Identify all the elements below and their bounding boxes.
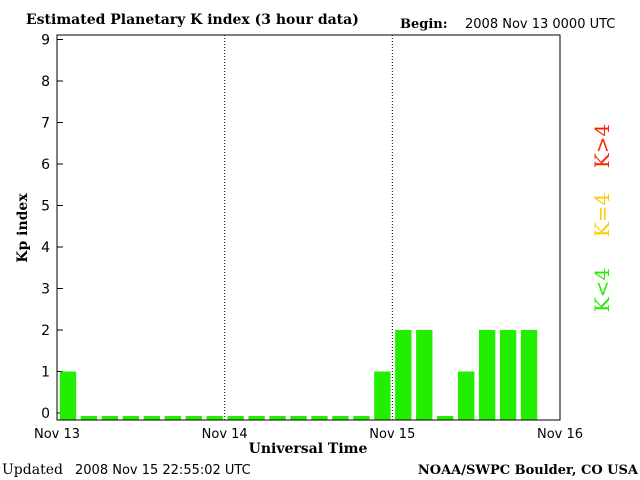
- x-tick-label: Nov 13: [34, 427, 80, 442]
- kp-bar: [416, 330, 433, 420]
- y-axis-ticks: 0 1 2 3 4 5 6 7 8 9: [41, 33, 63, 422]
- begin-label: Begin:: [400, 17, 448, 32]
- kp-bar: [248, 416, 265, 420]
- kp-bar: [353, 416, 370, 420]
- credit-text: NOAA/SWPC Boulder, CO USA: [418, 463, 639, 478]
- y-tick-label: 3: [41, 282, 50, 298]
- kp-bar: [520, 330, 538, 420]
- updated-label: Updated: [2, 462, 63, 478]
- kp-bar: [164, 416, 181, 420]
- kp-bar: [185, 416, 202, 420]
- kp-bar: [374, 371, 391, 420]
- kp-bar: [437, 416, 454, 420]
- y-tick-label: 6: [41, 157, 50, 173]
- updated-value: 2008 Nov 15 22:55:02 UTC: [75, 463, 251, 478]
- kp-bar: [395, 330, 412, 420]
- kp-bar: [311, 416, 328, 420]
- kp-bar: [59, 371, 77, 420]
- kp-bars: [59, 330, 538, 420]
- kp-bar: [332, 416, 349, 420]
- x-tick-label: Nov 14: [202, 427, 248, 442]
- day-separators: [224, 35, 393, 420]
- y-tick-label: 5: [41, 199, 50, 215]
- y-tick-label: 2: [41, 323, 50, 339]
- kp-bar: [269, 416, 286, 420]
- y-tick-label: 8: [41, 74, 50, 90]
- x-tick-label: Nov 16: [537, 427, 583, 442]
- legend-mid: K=4: [590, 193, 614, 237]
- plot-area: [56, 34, 561, 421]
- chart-title: Estimated Planetary K index (3 hour data…: [26, 12, 359, 28]
- y-tick-label: 4: [41, 240, 50, 256]
- x-axis-label: Universal Time: [249, 441, 368, 457]
- kp-bar: [458, 371, 475, 420]
- legend-high: K>4: [590, 124, 614, 168]
- y-tick-label: 7: [41, 116, 50, 132]
- kp-bar: [101, 416, 119, 420]
- kp-bar: [290, 416, 307, 420]
- begin-value: 2008 Nov 13 0000 UTC: [465, 17, 615, 32]
- kp-bar: [206, 416, 223, 420]
- y-tick-label: 1: [41, 365, 50, 381]
- kp-bar: [122, 416, 140, 420]
- y-axis-label: Kp index: [15, 193, 31, 263]
- kp-bar: [499, 330, 517, 420]
- x-axis-labels: Nov 13 Nov 14 Nov 15 Nov 16: [34, 427, 583, 442]
- y-tick-label: 9: [41, 33, 50, 49]
- kp-bar: [227, 416, 244, 420]
- kp-bar: [80, 416, 98, 420]
- kp-bar: [478, 330, 496, 420]
- x-tick-label: Nov 15: [369, 427, 415, 442]
- y-tick-label: 0: [41, 406, 50, 422]
- legend-low: K<4: [590, 268, 614, 312]
- kp-bar: [143, 416, 160, 420]
